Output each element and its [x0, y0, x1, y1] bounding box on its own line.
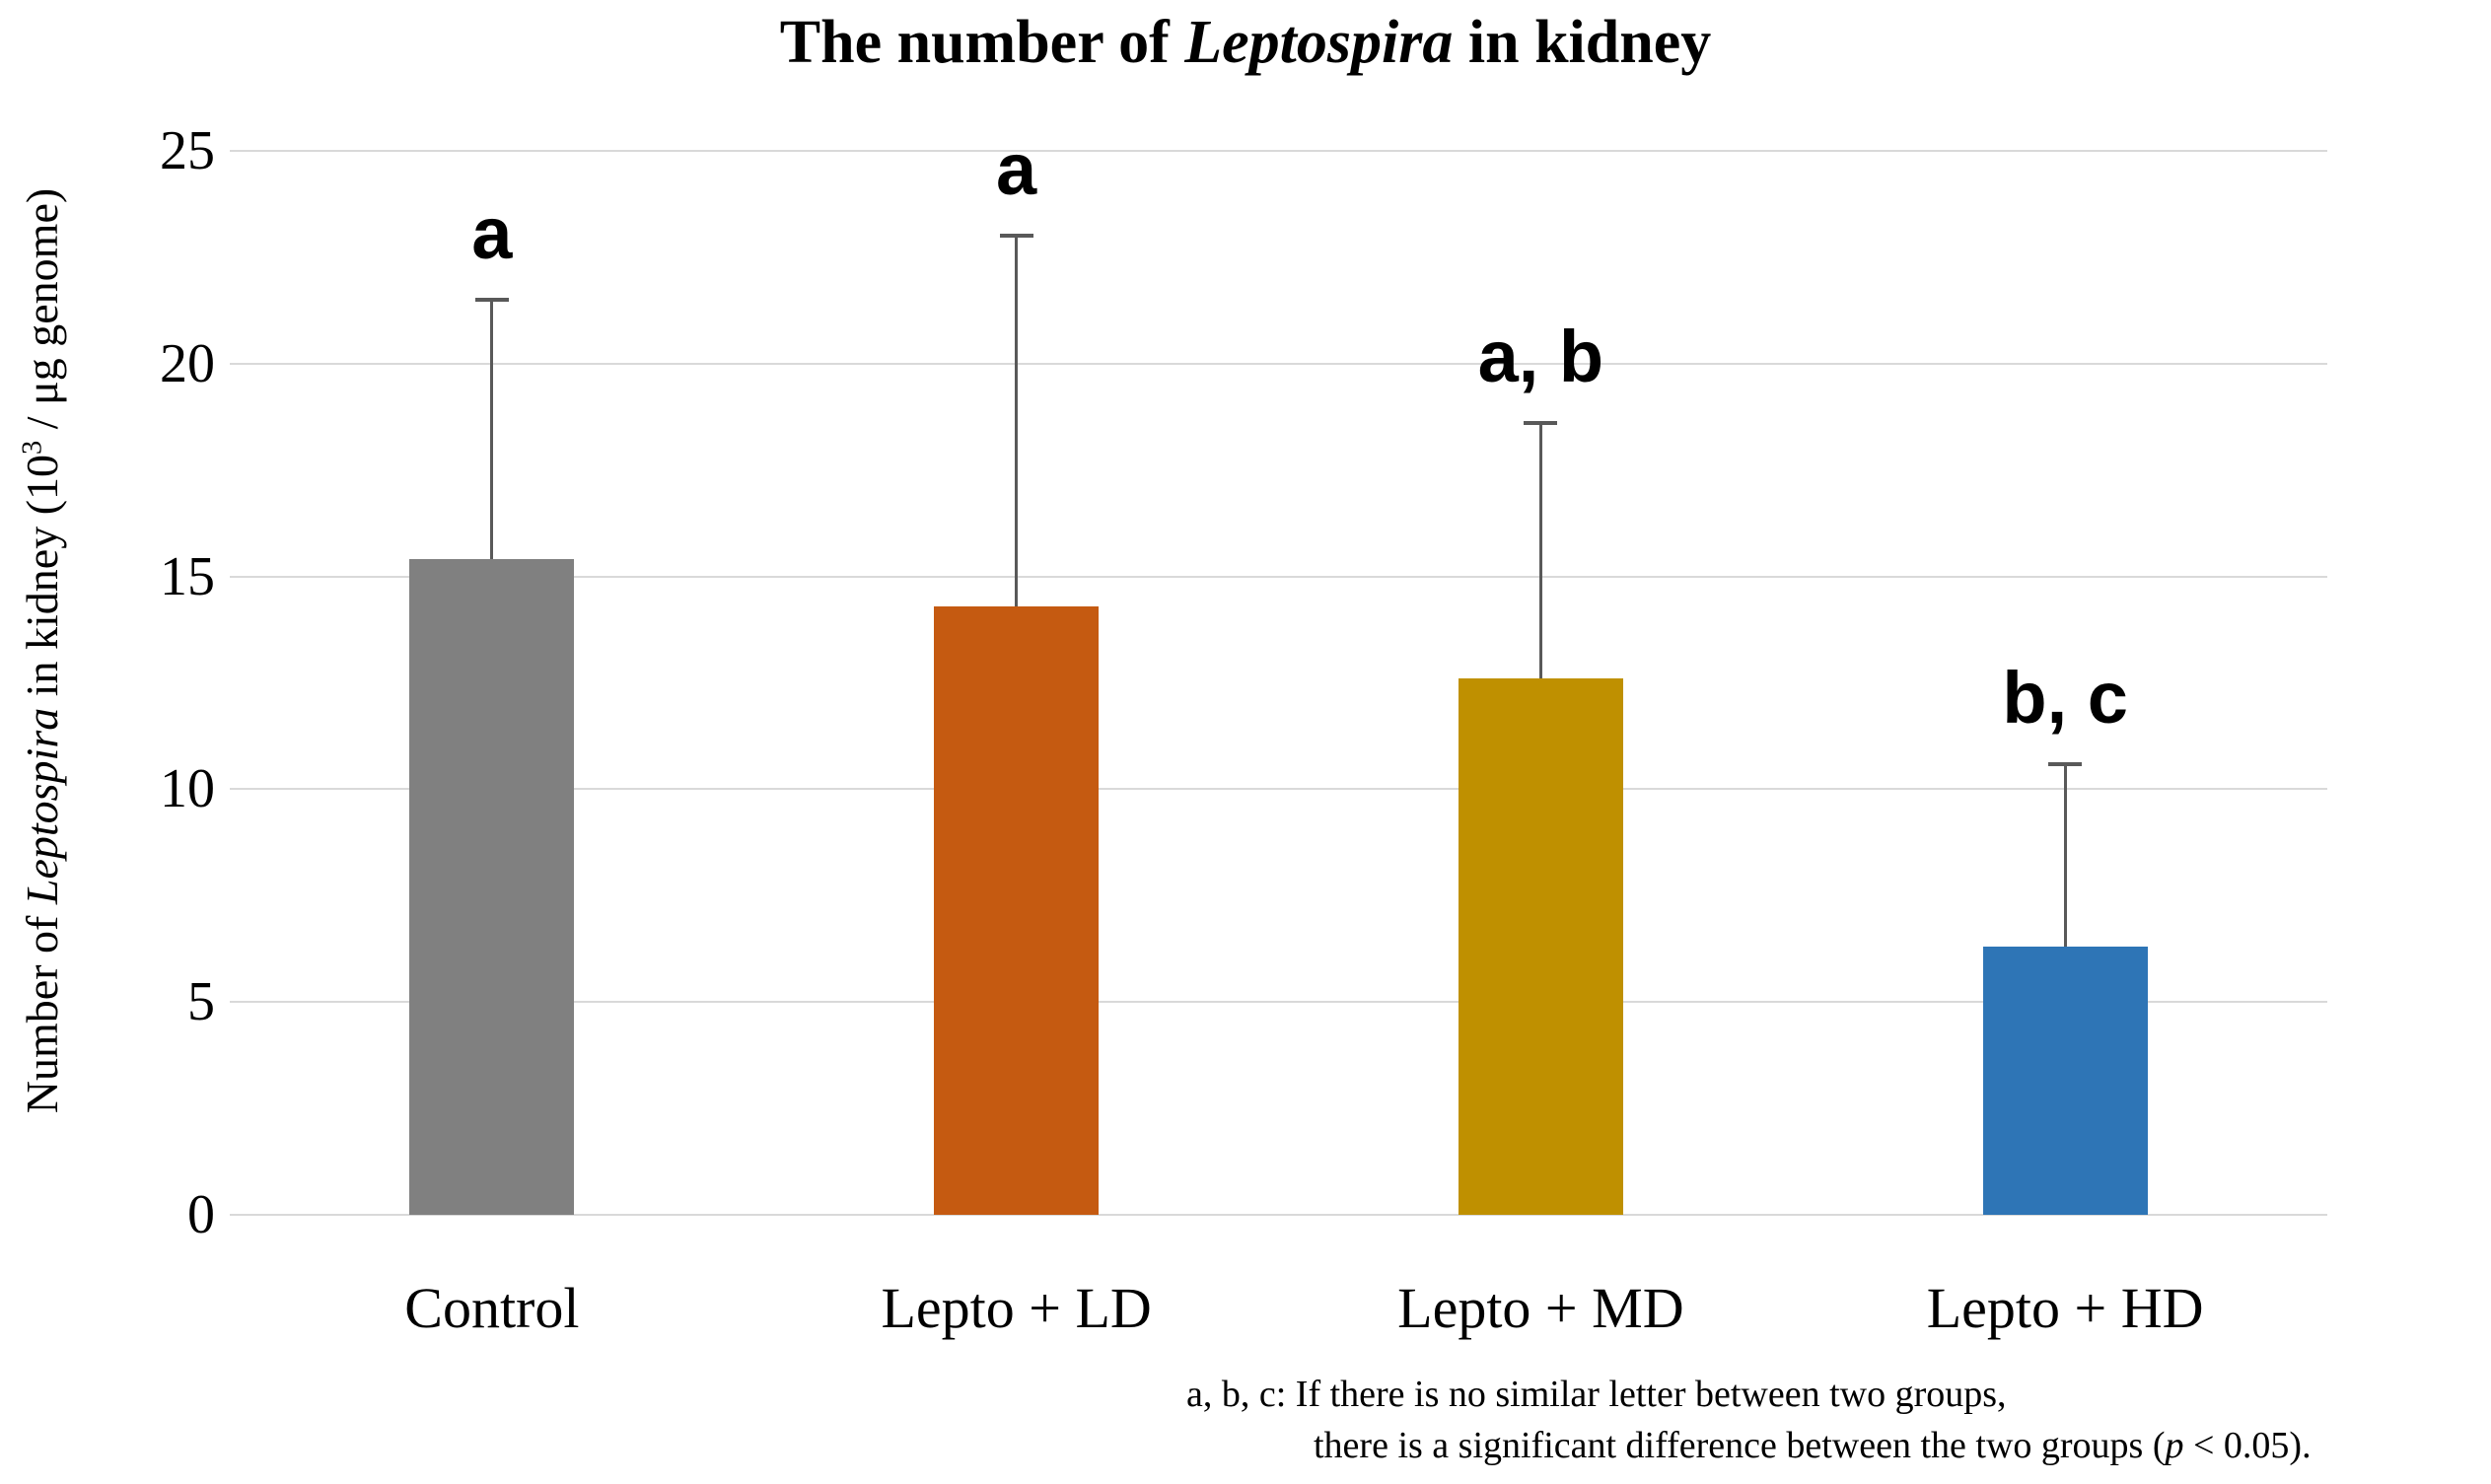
error-bar-line	[1015, 236, 1019, 606]
bar-lepto-hd	[1982, 947, 2148, 1215]
y-axis-title: Number of Leptospira in kidney (103 / μg…	[17, 187, 67, 1114]
error-bar-cap	[1524, 421, 1558, 426]
y-tick-label-10: 10	[160, 758, 215, 820]
y-tick-label-15: 15	[160, 545, 215, 607]
significance-letter-2: a	[996, 128, 1037, 211]
footnote-line-2: there is a significant difference betwee…	[1314, 1425, 2312, 1466]
gridline-y-15	[230, 575, 2327, 578]
gridline-y-0	[230, 1214, 2327, 1216]
y-tick-label-20: 20	[160, 332, 215, 394]
error-bar-cap	[474, 298, 509, 303]
bar-lepto-md	[1458, 678, 1623, 1215]
plot-area: a a a, b b, c	[230, 133, 2327, 1216]
x-category-label-1: Control	[404, 1276, 580, 1340]
y-tick-label-0: 0	[187, 1184, 215, 1245]
significance-letter-3: a, b	[1477, 316, 1604, 398]
gridline-y-5	[230, 1001, 2327, 1004]
x-category-label-2: Lepto + LD	[881, 1276, 1152, 1340]
error-bar-line	[1538, 423, 1542, 679]
gridline-y-20	[230, 362, 2327, 365]
significance-letter-4: b, c	[2002, 656, 2128, 739]
x-category-label-3: Lepto + MD	[1397, 1276, 1684, 1340]
y-tick-label-5: 5	[187, 971, 215, 1033]
error-bar-cap	[2048, 761, 2083, 766]
error-bar-cap	[999, 234, 1033, 239]
footnote-line-1: a, b, c: If there is no similar letter b…	[1186, 1374, 2007, 1415]
x-category-label-4: Lepto + HD	[1926, 1276, 2204, 1340]
bar-control	[409, 559, 575, 1215]
y-tick-label-25: 25	[160, 120, 215, 181]
bar-lepto-ld	[934, 605, 1100, 1215]
gridline-y-10	[230, 788, 2327, 791]
gridline-y-25	[230, 150, 2327, 152]
significance-letter-1: a	[471, 192, 513, 275]
error-bar-line	[2063, 763, 2067, 948]
chart-title: The number of Leptospira in kidney	[779, 9, 1712, 76]
error-bar-line	[490, 300, 494, 560]
